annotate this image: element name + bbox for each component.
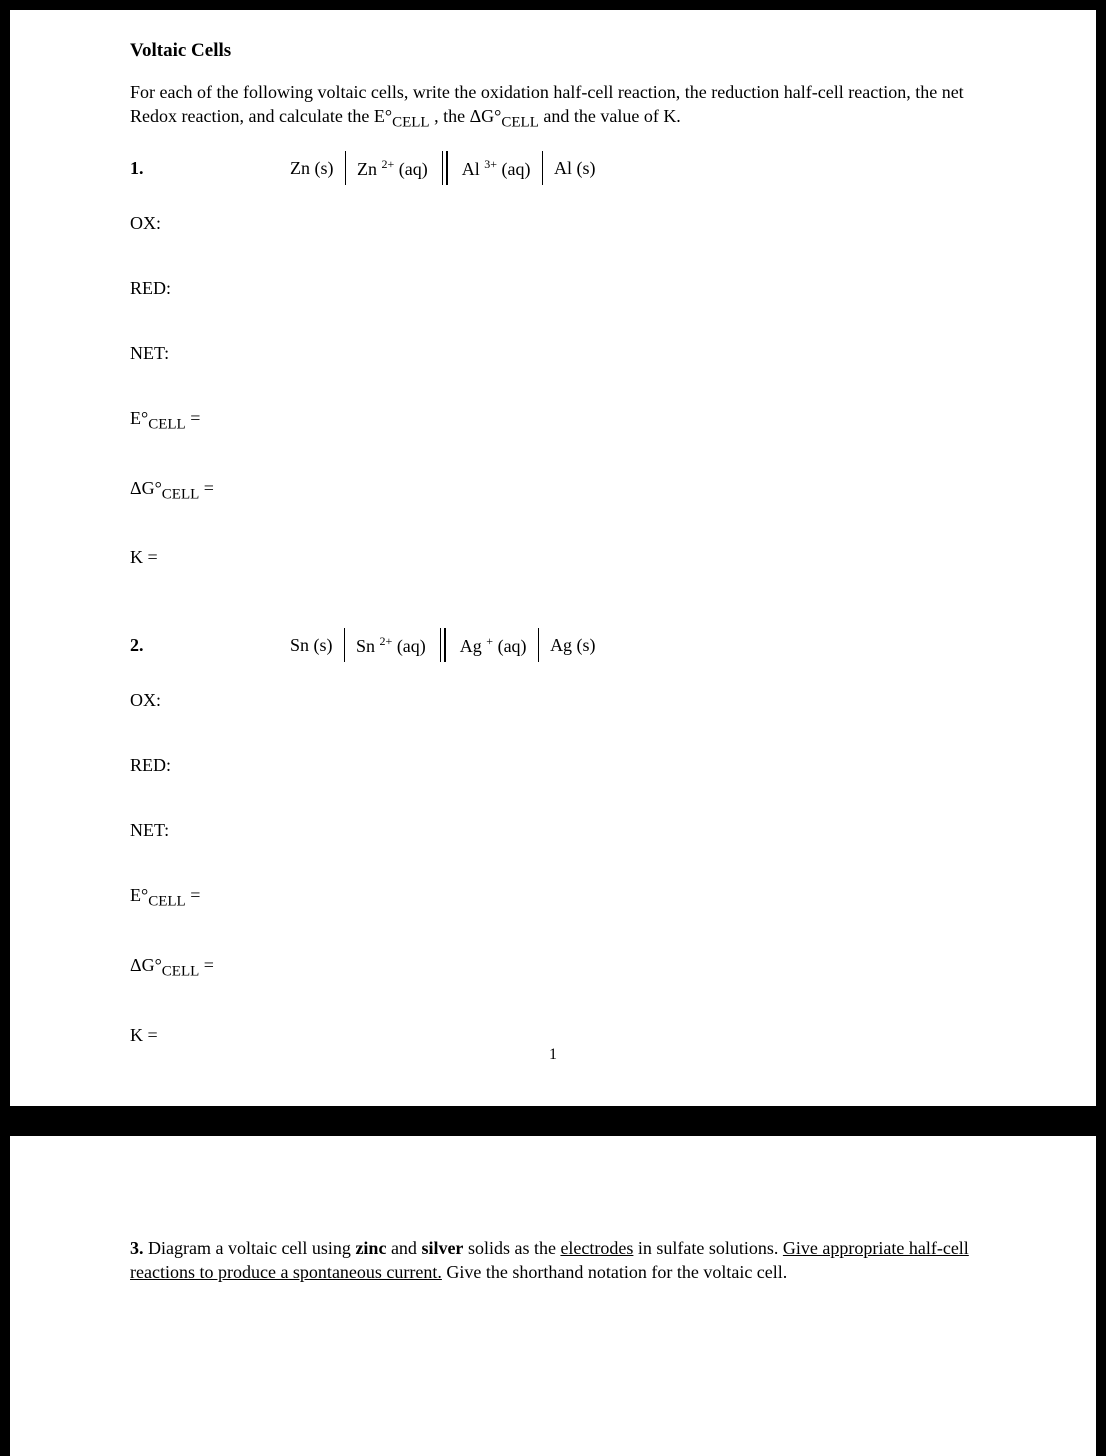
- cathode-solid-1: Al (s): [554, 158, 596, 179]
- intro-part2: , the ΔG°: [430, 106, 502, 126]
- problem-number-3: 3.: [130, 1238, 144, 1258]
- problem-number-2: 2.: [130, 635, 290, 656]
- red-label-1: RED:: [130, 278, 976, 299]
- question-3: 3. Diagram a voltaic cell using zinc and…: [130, 1236, 976, 1285]
- page-1: Voltaic Cells For each of the following …: [10, 10, 1096, 1106]
- k-label-2: K =: [130, 1025, 976, 1046]
- dgcell-label-1: ΔG°CELL =: [130, 478, 976, 504]
- anode-solid-2: Sn (s): [290, 635, 333, 656]
- problem-2-row: 2. Sn (s) Sn 2+ (aq) Ag + (aq) Ag (s): [130, 628, 976, 662]
- red-label-2: RED:: [130, 755, 976, 776]
- intro-cell-sub1: CELL: [392, 115, 430, 131]
- dgcell-label-2: ΔG°CELL =: [130, 955, 976, 981]
- document-title: Voltaic Cells: [130, 40, 976, 62]
- ecell-label-1: E°CELL =: [130, 408, 976, 434]
- page-number: 1: [10, 1046, 1096, 1064]
- cell-notation-2: Sn (s) Sn 2+ (aq) Ag + (aq) Ag (s): [290, 628, 596, 662]
- anode-ion-1: Zn 2+ (aq): [357, 157, 428, 180]
- ox-label-1: OX:: [130, 213, 976, 234]
- page-2: 3. Diagram a voltaic cell using zinc and…: [10, 1136, 1096, 1456]
- single-bar-icon: [538, 628, 540, 662]
- net-label-2: NET:: [130, 820, 976, 841]
- anode-ion-2: Sn 2+ (aq): [356, 634, 426, 657]
- ecell-label-2: E°CELL =: [130, 885, 976, 911]
- cell-notation-1: Zn (s) Zn 2+ (aq) Al 3+ (aq) Al (s): [290, 151, 596, 185]
- ox-label-2: OX:: [130, 690, 976, 711]
- double-bar-icon: [440, 628, 446, 662]
- cathode-ion-2: Ag + (aq): [460, 634, 527, 657]
- anode-solid-1: Zn (s): [290, 158, 334, 179]
- net-label-1: NET:: [130, 343, 976, 364]
- double-bar-icon: [442, 151, 448, 185]
- cathode-ion-1: Al 3+ (aq): [462, 157, 531, 180]
- single-bar-icon: [344, 628, 346, 662]
- intro-part3: and the value of K.: [539, 106, 681, 126]
- intro-text: For each of the following voltaic cells,…: [130, 80, 976, 133]
- k-label-1: K =: [130, 547, 976, 568]
- single-bar-icon: [542, 151, 544, 185]
- cathode-solid-2: Ag (s): [550, 635, 596, 656]
- problem-number-1: 1.: [130, 158, 290, 179]
- page-separator: [0, 1106, 1106, 1136]
- problem-1-row: 1. Zn (s) Zn 2+ (aq) Al 3+ (aq) Al (s): [130, 151, 976, 185]
- intro-cell-sub2: CELL: [501, 115, 539, 131]
- single-bar-icon: [345, 151, 347, 185]
